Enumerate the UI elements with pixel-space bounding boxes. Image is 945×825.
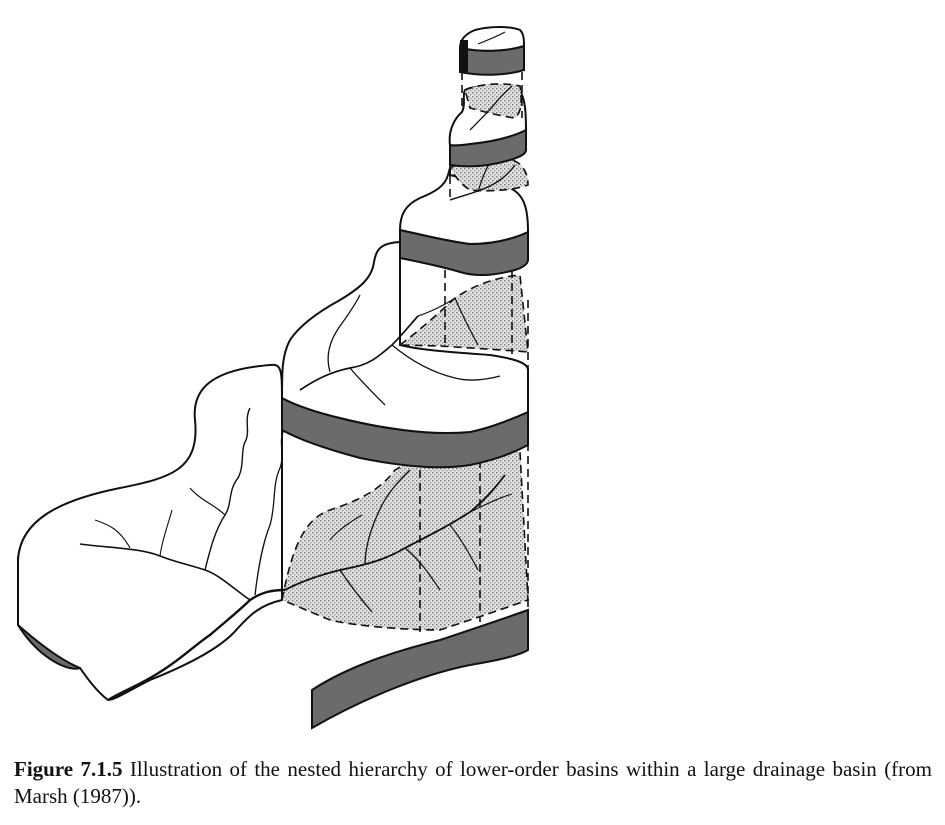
second-basin-surface: [280, 240, 529, 435]
large-basin-surface: [17, 363, 283, 702]
third-basin-block: [398, 150, 530, 277]
tributary: [454, 297, 479, 346]
tributary: [469, 85, 513, 131]
tributary: [299, 315, 419, 391]
tributary: [404, 547, 441, 591]
tributary: [327, 294, 361, 373]
top-basin-dark-edge: [460, 40, 468, 72]
tributary: [189, 487, 226, 516]
tributary: [449, 524, 479, 571]
tributary: [469, 493, 513, 513]
tributary: [417, 297, 456, 317]
nested-basins-illustration: [17, 26, 530, 730]
tributary: [159, 509, 173, 557]
tributary: [477, 31, 506, 45]
figure-caption: Figure 7.1.5 Illustration of the nested …: [14, 756, 932, 810]
large-basin-block: [17, 300, 529, 730]
figure-caption-text: Illustration of the nested hierarchy of …: [14, 757, 933, 808]
tributary: [204, 407, 251, 571]
tributary: [339, 569, 373, 613]
second-basin-block: [280, 240, 529, 469]
tributary: [329, 514, 363, 541]
large-basin-wall-right: [311, 608, 529, 730]
figure-label: Figure 7.1.5: [14, 757, 123, 781]
tributary: [449, 164, 516, 201]
fourth-basin-projection: [464, 83, 522, 119]
tributary: [349, 367, 386, 406]
tributary: [254, 429, 285, 596]
tributary: [391, 344, 501, 381]
tributary: [364, 469, 411, 566]
large-basin-projection: [281, 450, 529, 631]
top-basin-block: [458, 26, 526, 76]
top-basin-surface: [458, 26, 526, 52]
tributary: [79, 543, 251, 601]
second-basin-projection: [397, 274, 529, 353]
main-river: [107, 588, 286, 702]
tributary: [94, 519, 131, 549]
fourth-basin-block: [448, 72, 528, 168]
